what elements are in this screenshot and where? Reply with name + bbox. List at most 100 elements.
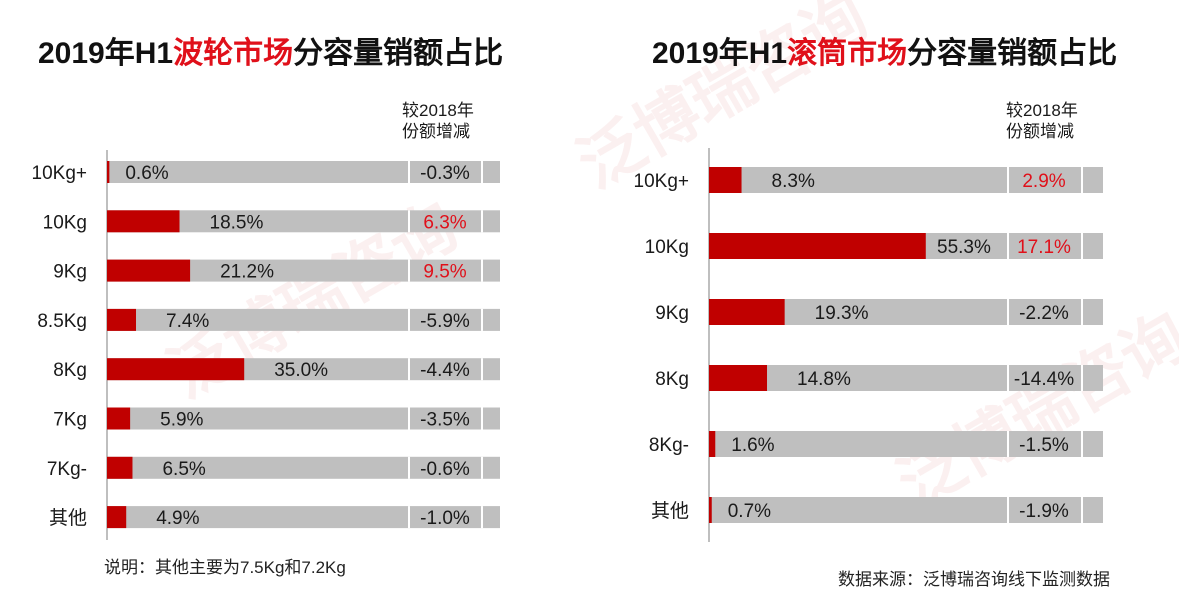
cell-separator	[1007, 431, 1009, 457]
cell-separator	[1081, 497, 1083, 523]
bar-track	[709, 431, 1103, 457]
cell-separator	[408, 259, 410, 282]
value-label: 0.6%	[125, 163, 168, 184]
change-header-line: 份额增减	[1006, 122, 1074, 141]
category-label: 9Kg	[655, 303, 689, 324]
value-label: 0.7%	[728, 501, 771, 522]
left-title-prefix: 2019年H1	[38, 37, 174, 70]
cell-separator	[1007, 365, 1009, 391]
cell-separator	[1007, 497, 1009, 523]
cell-separator	[481, 456, 483, 479]
right-chart-title: 2019年H1滚筒市场分容量销额占比	[652, 28, 1117, 72]
change-header-line: 较2018年	[1006, 101, 1078, 120]
value-bar	[107, 210, 180, 233]
value-label: 7.4%	[166, 311, 209, 332]
value-label: 6.5%	[162, 459, 205, 480]
change-value: 2.9%	[1022, 171, 1065, 192]
cell-separator	[408, 210, 410, 233]
cell-separator	[408, 506, 410, 529]
cell-separator	[1081, 431, 1083, 457]
value-bar	[107, 506, 127, 529]
bar-track	[107, 407, 500, 430]
right-title-suffix: 分容量销额占比	[907, 37, 1118, 70]
category-label: 8Kg	[53, 360, 87, 381]
bar-track	[709, 167, 1103, 193]
value-label: 21.2%	[220, 262, 274, 283]
category-label: 7Kg-	[47, 459, 87, 480]
change-value: -1.0%	[420, 508, 470, 529]
cell-separator	[481, 506, 483, 529]
cell-separator	[1081, 299, 1083, 325]
left-chart-title: 2019年H1波轮市场分容量销额占比	[38, 28, 503, 72]
cell-separator	[408, 161, 410, 183]
value-label: 4.9%	[156, 508, 199, 529]
change-value: -0.3%	[420, 163, 470, 184]
footnote: 说明：其他主要为7.5Kg和7.2Kg	[104, 558, 346, 577]
change-value: -1.5%	[1019, 435, 1069, 456]
change-value: 9.5%	[423, 262, 466, 283]
cell-separator	[481, 259, 483, 282]
value-bar	[107, 259, 191, 282]
cell-separator	[408, 407, 410, 430]
category-label: 10Kg+	[32, 163, 87, 184]
value-bar	[107, 358, 245, 381]
change-value: 17.1%	[1017, 237, 1071, 258]
value-label: 8.3%	[772, 171, 815, 192]
change-value: -1.9%	[1019, 501, 1069, 522]
category-label: 10Kg	[645, 237, 689, 258]
value-bar	[107, 161, 110, 183]
cell-separator	[1007, 233, 1009, 259]
value-label: 1.6%	[731, 435, 774, 456]
value-label: 5.9%	[160, 410, 203, 431]
value-bar	[709, 233, 926, 259]
change-value: -2.2%	[1019, 303, 1069, 324]
value-label: 55.3%	[937, 237, 991, 258]
change-value: 6.3%	[423, 212, 466, 233]
value-label: 18.5%	[210, 212, 264, 233]
bar-track	[709, 365, 1103, 391]
cell-separator	[481, 210, 483, 233]
category-label: 8Kg	[655, 369, 689, 390]
bar-track	[709, 497, 1103, 523]
value-bar	[709, 365, 768, 391]
change-value: -14.4%	[1014, 369, 1074, 390]
bar-track	[107, 259, 500, 282]
change-header-line: 较2018年	[402, 101, 474, 120]
bar-track	[107, 308, 500, 331]
value-bar	[709, 497, 712, 523]
data-source: 数据来源：泛博瑞咨询线下监测数据	[838, 570, 1110, 589]
cell-separator	[408, 358, 410, 381]
left-title-highlight: 波轮市场	[173, 37, 294, 70]
cell-separator	[408, 308, 410, 331]
cell-separator	[1081, 167, 1083, 193]
cell-separator	[481, 407, 483, 430]
value-label: 14.8%	[797, 369, 851, 390]
change-value: -3.5%	[420, 410, 470, 431]
right-title-prefix: 2019年H1	[652, 37, 788, 70]
value-bar	[709, 167, 742, 193]
value-bar	[107, 407, 131, 430]
bar-track	[107, 161, 500, 183]
bar-track	[107, 506, 500, 529]
category-label: 9Kg	[53, 262, 87, 283]
category-label: 其他	[651, 500, 689, 522]
cell-separator	[1081, 365, 1083, 391]
cell-separator	[1007, 299, 1009, 325]
value-label: 19.3%	[815, 303, 869, 324]
cell-separator	[481, 358, 483, 381]
cell-separator	[481, 308, 483, 331]
cell-separator	[408, 456, 410, 479]
category-label: 8Kg-	[649, 435, 689, 456]
left-title-suffix: 分容量销额占比	[293, 37, 504, 70]
value-bar	[107, 308, 137, 331]
category-label: 8.5Kg	[37, 311, 87, 332]
value-label: 35.0%	[274, 360, 328, 381]
category-label: 10Kg	[43, 212, 87, 233]
bar-track	[107, 210, 500, 233]
value-bar	[709, 299, 785, 325]
value-bar	[107, 456, 133, 479]
category-label: 7Kg	[53, 410, 87, 431]
cell-separator	[1081, 233, 1083, 259]
